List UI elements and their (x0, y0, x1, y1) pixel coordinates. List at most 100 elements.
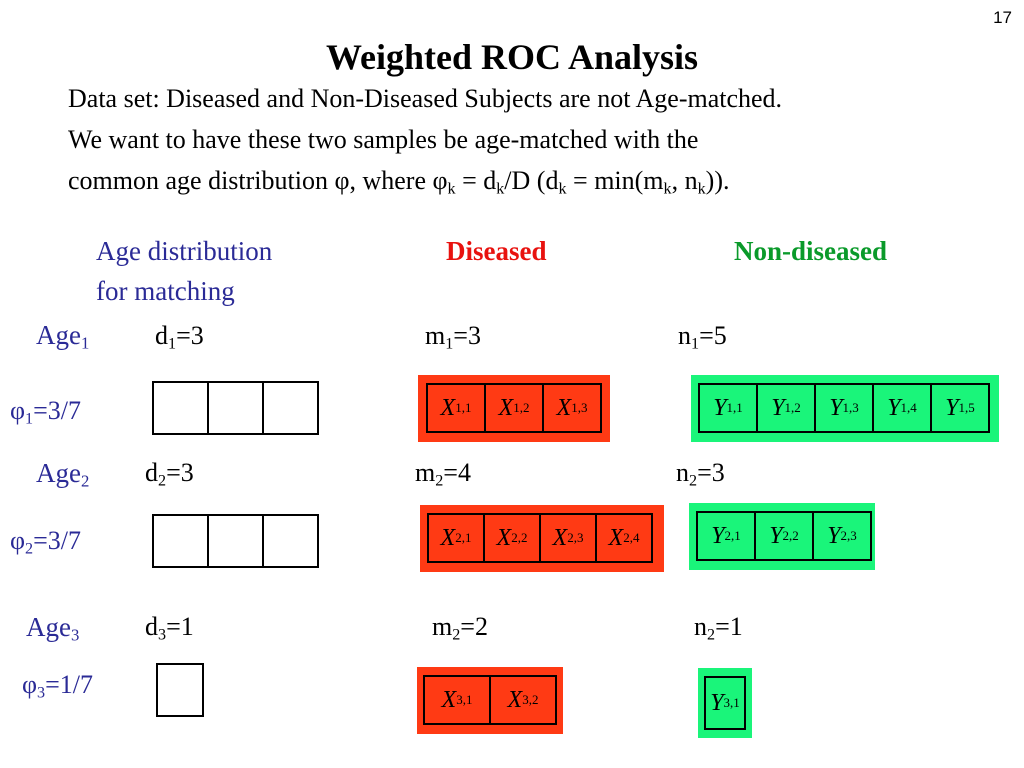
age-label-1-subscript: 1 (80, 333, 90, 353)
cell-symbol: Y (887, 394, 901, 421)
n-count-1-value: =5 (699, 321, 727, 350)
non-diseased-panel-2 (689, 503, 875, 570)
m-count-2-subscript: 2 (435, 472, 444, 490)
matching-boxes-1 (152, 381, 319, 435)
phi-weight-1-symbol: φ (10, 396, 26, 425)
phi-weight-2-symbol: φ (10, 526, 26, 555)
diseased-samples-1-cell: X 1,2 (484, 383, 544, 433)
phi-weight-1: φ1=3/7 (10, 396, 81, 427)
m-count-3-value: =2 (460, 612, 488, 641)
diseased-samples-2: X 2,1 X 2,2 X 2,3 X 2,4 (427, 513, 653, 563)
age-label-1-symbol: Age (36, 320, 81, 350)
intro-text: = d (455, 166, 497, 195)
cell-symbol: Y (827, 522, 841, 549)
n-count-3-value: =1 (715, 612, 743, 641)
phi-weight-3-value: =1/7 (45, 670, 93, 699)
cell-symbol: Y (713, 394, 727, 421)
empty-box (152, 381, 209, 435)
page-number: 17 (993, 8, 1012, 27)
n-count-2-value: =3 (697, 458, 725, 487)
cell-symbol: X (507, 686, 523, 713)
diseased-samples-2-cell: X 2,1 (427, 513, 485, 563)
m-count-2-symbol: m (415, 458, 436, 487)
subscript: k (447, 180, 456, 198)
m-count-1: m1=3 (425, 321, 481, 353)
intro-text: = min(m (566, 166, 664, 195)
m-count-2: m2=4 (415, 458, 471, 490)
n-count-1-subscript: 1 (691, 335, 700, 353)
d-count-3-value: =1 (166, 612, 194, 641)
intro-line-3: common age distribution φ, where φk = dk… (68, 166, 730, 198)
intro-line-1: Data set: Diseased and Non-Diseased Subj… (68, 84, 783, 113)
age-label-2-subscript: 2 (80, 471, 90, 491)
m-count-1-value: =3 (453, 321, 481, 350)
n-count-1: n1=5 (678, 321, 727, 353)
age-label-2-symbol: Age (36, 458, 81, 488)
phi-weight-2-value: =3/7 (33, 526, 81, 555)
d-count-2: d2=3 (145, 458, 194, 489)
non-diseased-samples-1-cell: Y 1,4 (872, 383, 932, 433)
cell-symbol: Y (945, 394, 959, 421)
age-label-2: Age2 (36, 458, 90, 491)
m-count-1-subscript: 1 (445, 335, 454, 353)
diseased-samples-2-cell: X 2,3 (539, 513, 597, 563)
diseased-samples-1: X 1,1 X 1,2 X 1,3 (426, 383, 602, 433)
m-count-3-subscript: 2 (452, 626, 461, 644)
non-diseased-samples-2-cell: Y 2,1 (696, 511, 756, 561)
m-count-3-symbol: m (432, 612, 453, 641)
age-label-3: Age3 (26, 612, 79, 644)
d-count-2-symbol: d (145, 458, 158, 487)
slide-title: Weighted ROC Analysis (325, 37, 699, 77)
m-count-2-value: =4 (443, 458, 471, 487)
age-label-3-symbol: Age (26, 612, 71, 642)
d-count-1-symbol: d (155, 321, 168, 350)
age-distribution-header-line1: Age distribution (96, 236, 273, 266)
cell-symbol: X (440, 394, 456, 421)
diseased-samples-3: X 3,1 X 3,2 (423, 675, 557, 725)
phi-weight-2-subscript: 2 (25, 540, 34, 558)
matching-boxes-3 (156, 663, 204, 717)
cell-symbol: X (496, 524, 512, 551)
intro-text: common age distribution φ, where φ (68, 166, 448, 195)
d-count-3-symbol: d (145, 612, 158, 641)
intro-text: )). (705, 166, 730, 195)
diseased-samples-1-cell: X 1,3 (542, 383, 602, 433)
n-count-1-symbol: n (678, 321, 691, 350)
cell-symbol: Y (829, 394, 843, 421)
empty-box (207, 514, 264, 568)
m-count-3: m2=2 (432, 612, 488, 644)
n-count-2-subscript: 2 (689, 472, 698, 490)
non-diseased-panel-3 (698, 668, 752, 738)
cell-symbol: Y (769, 522, 783, 549)
diseased-samples-1-cell: X 1,1 (426, 383, 486, 433)
n-count-3-subscript: 2 (707, 626, 716, 644)
age-label-1: Age1 (36, 320, 90, 353)
empty-box (262, 381, 319, 435)
non-diseased-samples-3: Y 3,1 (704, 676, 746, 730)
d-count-3-subscript: 3 (158, 626, 167, 644)
d-count-1-subscript: 1 (168, 335, 177, 353)
empty-box (262, 514, 319, 568)
phi-weight-3-subscript: 3 (37, 684, 46, 702)
subscript: k (697, 180, 706, 198)
cell-symbol: X (441, 686, 457, 713)
phi-weight-2: φ2=3/7 (10, 526, 81, 558)
d-count-3: d3=1 (145, 612, 194, 644)
non-diseased-header: Non-diseased (734, 236, 888, 266)
n-count-2: n2=3 (676, 458, 725, 490)
cell-symbol: X (556, 394, 572, 421)
phi-weight-3: φ3=1/7 (22, 670, 93, 702)
diseased-samples-3-cell: X 3,1 (423, 675, 491, 725)
d-count-2-value: =3 (166, 458, 194, 487)
non-diseased-samples-1: Y 1,1 Y 1,2 Y 1,3 Y 1,4 Y 1,5 (698, 383, 990, 433)
cell-symbol: Y (711, 522, 725, 549)
diseased-samples-3-cell: X 3,2 (489, 675, 557, 725)
diseased-panel-2 (420, 505, 664, 572)
cell-symbol: X (608, 524, 624, 551)
age-distribution-header-line2: for matching (96, 276, 235, 306)
cell-symbol: X (552, 524, 568, 551)
empty-box (207, 381, 264, 435)
non-diseased-samples-2-cell: Y 2,2 (754, 511, 814, 561)
subscript: k (558, 180, 567, 198)
cell-symbol: X (498, 394, 514, 421)
